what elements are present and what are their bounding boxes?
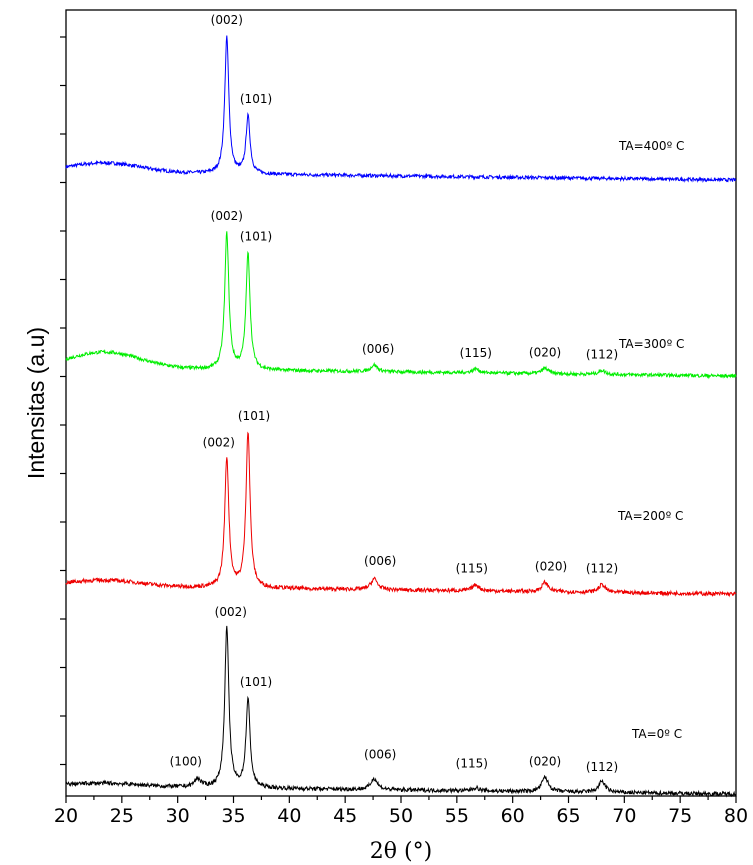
- x-tick-label: 20: [54, 805, 78, 827]
- x-tick-label: 60: [501, 805, 525, 827]
- y-axis-title: Intensitas (a.u): [23, 327, 49, 479]
- series-group: [65, 625, 737, 798]
- peak-label: (112): [586, 562, 618, 576]
- series-layer: [65, 35, 737, 798]
- x-tick-label: 65: [556, 805, 580, 827]
- peak-label: (100): [170, 755, 202, 769]
- peak-label: (006): [362, 342, 394, 356]
- x-tick-label: 70: [612, 805, 636, 827]
- peak-label: (101): [240, 675, 272, 689]
- x-tick-label: 35: [221, 805, 245, 827]
- series-name-label: TA=200º C: [617, 509, 683, 523]
- series-line: [65, 431, 737, 598]
- x-tick-label: 25: [110, 805, 134, 827]
- x-tick-label: 75: [668, 805, 692, 827]
- x-tick-label: 80: [724, 805, 748, 827]
- peak-label: (115): [456, 757, 488, 771]
- series-group: [65, 35, 737, 184]
- peak-label: (101): [238, 409, 270, 423]
- peak-label: (020): [535, 559, 567, 573]
- peak-label: (115): [456, 562, 488, 576]
- x-axis-title: 2θ (°): [370, 839, 432, 864]
- peak-label: (006): [364, 747, 396, 761]
- series-group: [65, 231, 737, 380]
- series-line: [65, 231, 737, 380]
- peak-label: (006): [364, 554, 396, 568]
- peak-label: (115): [460, 346, 492, 360]
- series-name-label: TA=0º C: [631, 727, 682, 741]
- x-tick-label: 40: [277, 805, 301, 827]
- peak-label: (002): [211, 209, 243, 223]
- label-layer: (002)(101)TA=400º C(002)(101)(006) (115)(…: [170, 13, 685, 774]
- peak-label: (002): [203, 435, 235, 449]
- x-tick-label: 55: [445, 805, 469, 827]
- peak-label: (112): [586, 347, 618, 361]
- x-axis-ticks: 20 25 30 35 40 45 50 55 60 65 70 75 80: [54, 796, 748, 827]
- peak-label: (020): [529, 754, 561, 768]
- peak-label: (112): [586, 760, 618, 774]
- series-name-label: TA=300º C: [618, 337, 684, 351]
- peak-label: (101): [240, 230, 272, 244]
- series-group: [65, 431, 737, 598]
- x-tick-label: 50: [389, 805, 413, 827]
- plot-frame: [65, 9, 737, 797]
- series-line: [65, 625, 737, 798]
- series-line: [65, 35, 737, 184]
- peak-label: (002): [211, 13, 243, 27]
- x-tick-label: 45: [333, 805, 357, 827]
- y-axis-ticks: [60, 36, 66, 766]
- series-name-label: TA=400º C: [618, 139, 684, 153]
- plot-area: [65, 9, 737, 797]
- peak-label: (020): [529, 345, 561, 359]
- x-tick-label: 30: [166, 805, 190, 827]
- peak-label: (002): [215, 605, 247, 619]
- peak-label: (101): [240, 92, 272, 106]
